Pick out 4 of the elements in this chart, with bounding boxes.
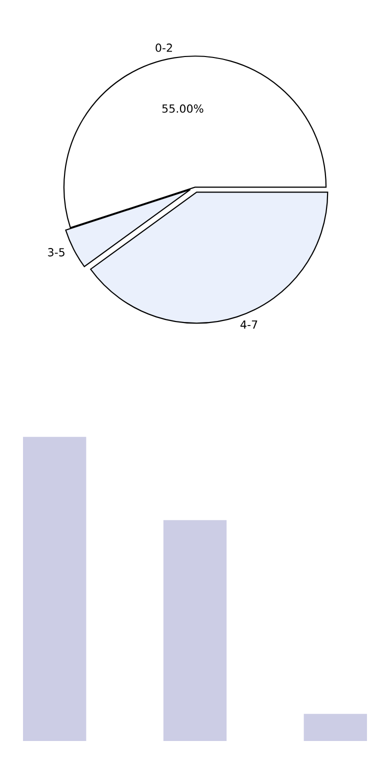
slice-label: 0-2	[156, 44, 172, 52]
slice-label: 4-7	[240, 320, 258, 329]
data-label: 55.00%	[162, 104, 204, 113]
slice-label: 3-5	[48, 248, 64, 256]
